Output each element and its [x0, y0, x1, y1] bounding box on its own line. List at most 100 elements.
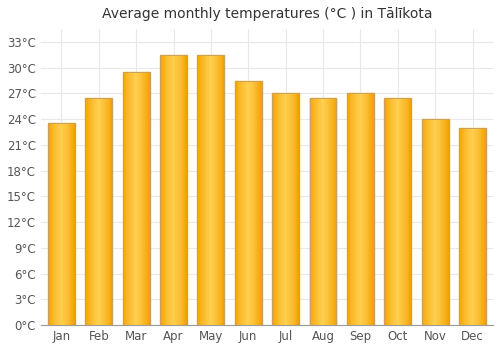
Bar [209, 55, 210, 325]
Bar [406, 98, 408, 325]
Bar [221, 55, 222, 325]
Bar [126, 72, 127, 325]
Bar [100, 98, 102, 325]
Bar [388, 98, 389, 325]
Bar [129, 72, 130, 325]
Bar [184, 55, 185, 325]
Bar [259, 80, 260, 325]
Bar [462, 128, 464, 325]
Bar [362, 93, 363, 325]
Bar [148, 72, 149, 325]
Bar [210, 55, 211, 325]
Bar [102, 98, 104, 325]
Bar [350, 93, 352, 325]
Bar [86, 98, 87, 325]
Bar [216, 55, 217, 325]
Title: Average monthly temperatures (°C ) in Tālīkota: Average monthly temperatures (°C ) in Tā… [102, 7, 432, 21]
Bar [65, 124, 66, 325]
Bar [241, 80, 242, 325]
Bar [138, 72, 139, 325]
Bar [286, 93, 288, 325]
Bar [161, 55, 162, 325]
Bar [440, 119, 442, 325]
Bar [146, 72, 147, 325]
Bar [236, 80, 238, 325]
Bar [477, 128, 478, 325]
Bar [474, 128, 475, 325]
Bar [110, 98, 112, 325]
Bar [198, 55, 224, 325]
Bar [258, 80, 259, 325]
Bar [108, 98, 110, 325]
Bar [170, 55, 171, 325]
Bar [466, 128, 467, 325]
Bar [467, 128, 468, 325]
Bar [198, 55, 200, 325]
Bar [185, 55, 186, 325]
Bar [160, 55, 161, 325]
Bar [208, 55, 209, 325]
Bar [324, 98, 325, 325]
Bar [169, 55, 170, 325]
Bar [437, 119, 438, 325]
Bar [397, 98, 398, 325]
Bar [366, 93, 368, 325]
Bar [426, 119, 427, 325]
Bar [476, 128, 477, 325]
Bar [124, 72, 126, 325]
Bar [123, 72, 150, 325]
Bar [432, 119, 434, 325]
Bar [447, 119, 448, 325]
Bar [98, 98, 99, 325]
Bar [469, 128, 470, 325]
Bar [400, 98, 402, 325]
Bar [364, 93, 365, 325]
Bar [131, 72, 132, 325]
Bar [384, 98, 385, 325]
Bar [149, 72, 150, 325]
Bar [353, 93, 354, 325]
Bar [372, 93, 373, 325]
Bar [281, 93, 282, 325]
Bar [139, 72, 140, 325]
Bar [475, 128, 476, 325]
Bar [91, 98, 92, 325]
Bar [60, 124, 62, 325]
Bar [396, 98, 397, 325]
Bar [249, 80, 250, 325]
Bar [204, 55, 206, 325]
Bar [298, 93, 299, 325]
Bar [323, 98, 324, 325]
Bar [242, 80, 243, 325]
Bar [240, 80, 241, 325]
Bar [254, 80, 256, 325]
Bar [87, 98, 88, 325]
Bar [134, 72, 136, 325]
Bar [260, 80, 261, 325]
Bar [123, 72, 124, 325]
Bar [294, 93, 296, 325]
Bar [296, 93, 298, 325]
Bar [332, 98, 333, 325]
Bar [57, 124, 58, 325]
Bar [52, 124, 54, 325]
Bar [280, 93, 281, 325]
Bar [180, 55, 181, 325]
Bar [333, 98, 334, 325]
Bar [484, 128, 485, 325]
Bar [284, 93, 285, 325]
Bar [283, 93, 284, 325]
Bar [408, 98, 410, 325]
Bar [222, 55, 224, 325]
Bar [212, 55, 214, 325]
Bar [176, 55, 177, 325]
Bar [404, 98, 405, 325]
Bar [365, 93, 366, 325]
Bar [248, 80, 249, 325]
Bar [470, 128, 472, 325]
Bar [218, 55, 219, 325]
Bar [127, 72, 128, 325]
Bar [163, 55, 164, 325]
Bar [326, 98, 328, 325]
Bar [318, 98, 320, 325]
